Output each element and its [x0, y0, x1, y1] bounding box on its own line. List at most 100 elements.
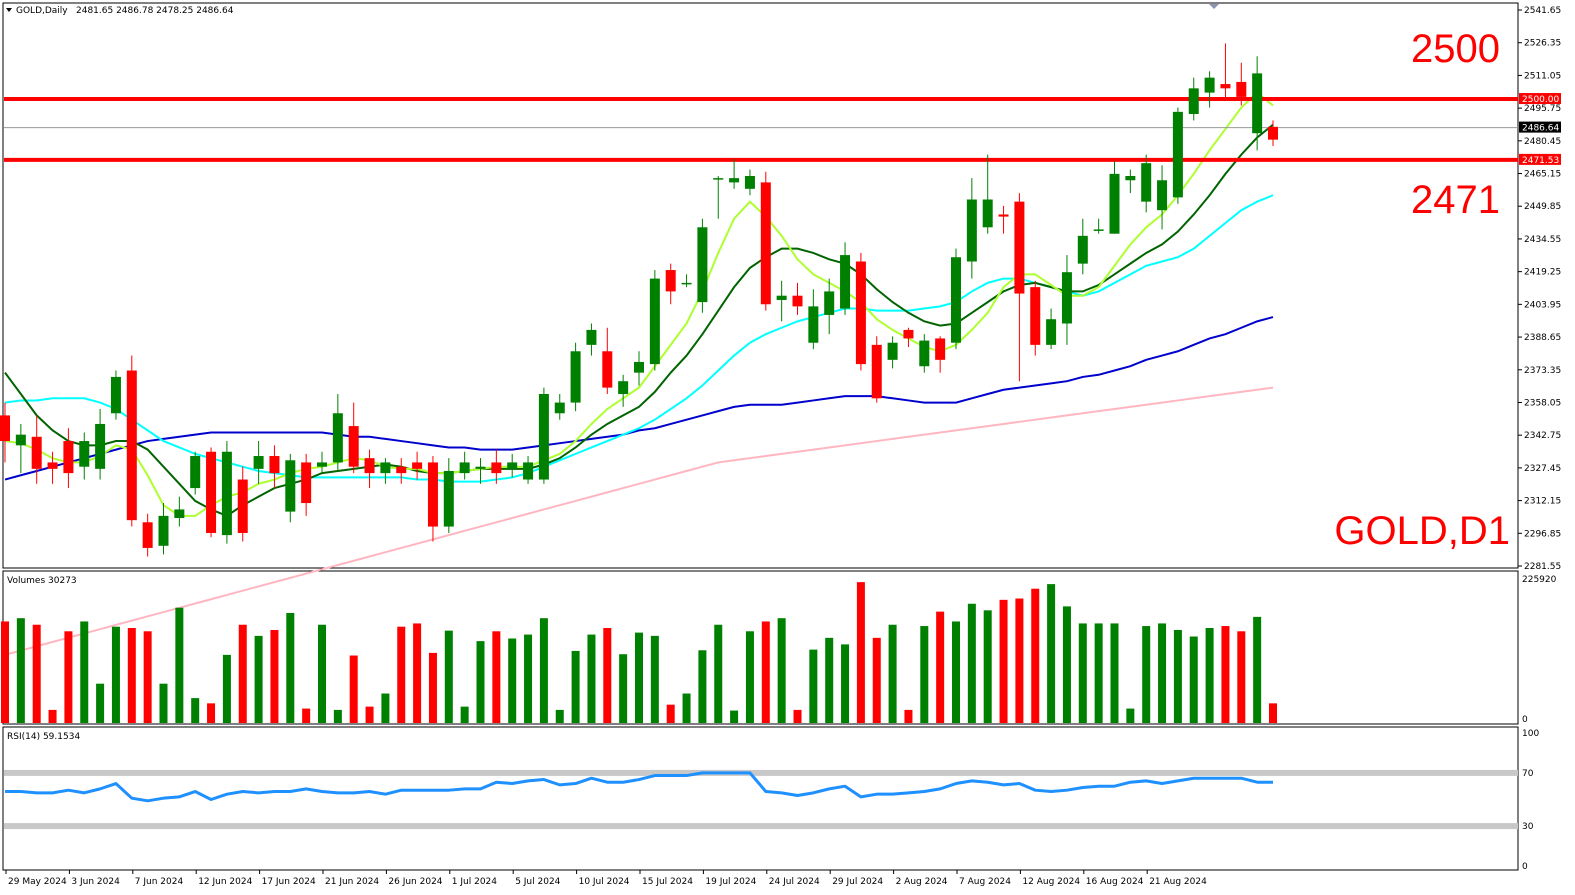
ma-darkgreen-line [4, 123, 1274, 517]
candle [1141, 154, 1152, 213]
candle-body [1141, 163, 1152, 202]
candle-body [1077, 235, 1088, 264]
candle-body [744, 175, 755, 189]
candle-body [0, 415, 10, 442]
candle-body [110, 376, 121, 414]
candle [1030, 280, 1041, 356]
candle [903, 327, 914, 347]
volume-bar [745, 631, 754, 723]
volume-bar [222, 654, 231, 723]
volume-bar [1, 621, 9, 723]
annotation-2471: 2471 [1411, 178, 1500, 222]
volume-bar [761, 621, 770, 723]
volume-bar [1126, 708, 1135, 723]
candle-body [142, 522, 153, 548]
candle-body [935, 338, 946, 360]
candle-body [840, 255, 851, 309]
volume-bar [397, 626, 406, 723]
candle-body [301, 462, 312, 504]
candle-body [174, 509, 185, 519]
candle-body [396, 466, 407, 474]
volume-bar [904, 709, 913, 723]
candle-body [190, 456, 201, 489]
price-tick-label: 2526.35 [1524, 39, 1561, 49]
candle [47, 451, 58, 484]
candle [332, 394, 343, 471]
price-tick-label: 2342.75 [1524, 431, 1561, 441]
volumes-label: Volumes 30273 [7, 576, 77, 586]
candle [649, 270, 660, 371]
candle [538, 387, 549, 484]
candle [110, 370, 121, 420]
volume-bar [603, 628, 612, 723]
candle [681, 274, 692, 288]
candle [1093, 218, 1104, 234]
time-tick-label: 29 May 2024 [8, 877, 67, 887]
volume-bar [619, 654, 628, 723]
candle [301, 453, 312, 516]
annotation-symbol-timeframe: GOLD,D1 [1334, 509, 1510, 553]
candle [475, 458, 486, 484]
time-tick-label: 21 Jun 2024 [325, 877, 379, 887]
rsi-scale-label: 30 [1522, 822, 1534, 832]
volume-bar [793, 709, 802, 723]
candle-body [348, 426, 359, 467]
volume-bar [80, 621, 89, 723]
time-tick-label: 3 Jun 2024 [71, 877, 120, 887]
candle-body [475, 466, 486, 469]
candle-body [855, 261, 866, 365]
volume-bar [1205, 628, 1214, 723]
price-tick-label: 2388.65 [1524, 333, 1561, 343]
candle [729, 158, 740, 189]
volume-bar [952, 621, 960, 723]
candle-body [554, 402, 565, 414]
ma-pink-line [4, 386, 1274, 656]
rsi-scale-label: 0 [1522, 862, 1528, 872]
volume-bar [143, 631, 152, 723]
volume-bar [286, 612, 295, 723]
symbol-menu-arrow-icon[interactable] [6, 8, 12, 12]
candle-body [79, 441, 90, 467]
candle [634, 351, 644, 386]
candle-body [1220, 84, 1231, 89]
candle [523, 456, 534, 484]
candle [491, 449, 502, 484]
volume-bar [698, 650, 707, 723]
price-tag-2500-label: 2500.00 [1522, 95, 1559, 105]
price-tick-label: 2281.55 [1524, 562, 1561, 572]
candle [317, 451, 327, 474]
candle [31, 415, 42, 484]
volume-bar [207, 703, 216, 723]
candle [364, 449, 375, 489]
candle-body [269, 456, 280, 474]
candle [174, 496, 185, 527]
candle-body [237, 479, 248, 533]
candle-body [63, 441, 74, 474]
candle-body [507, 462, 518, 469]
candle [618, 374, 629, 407]
candle-body [1188, 88, 1199, 114]
candle-body [317, 462, 327, 467]
candle [126, 355, 137, 527]
candle-body [887, 342, 898, 360]
candle [79, 432, 90, 480]
ma-blue-line [4, 316, 1274, 481]
candle-body [332, 413, 343, 463]
volume-bar [555, 709, 564, 723]
volume-bar [635, 632, 643, 723]
volume-bar [1047, 584, 1056, 723]
price-tick-label: 2419.25 [1524, 268, 1561, 278]
candle [348, 402, 359, 474]
candle [919, 334, 930, 373]
volume-bar [1015, 598, 1024, 723]
candle [206, 447, 217, 538]
volume-bar [349, 655, 358, 723]
candle-body [158, 515, 169, 546]
volume-bar [825, 637, 834, 723]
volume-bar [32, 624, 41, 723]
candle [1109, 161, 1120, 234]
candle-body [1030, 287, 1041, 345]
price-tick-label: 2403.95 [1524, 300, 1561, 310]
volume-bar [524, 634, 533, 723]
